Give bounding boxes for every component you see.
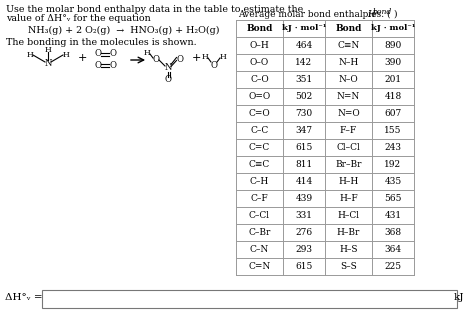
Text: +: + [77, 53, 87, 63]
Text: 418: 418 [384, 92, 401, 101]
Text: O: O [153, 54, 159, 64]
Text: 368: 368 [384, 228, 401, 237]
Text: 565: 565 [384, 194, 402, 203]
Text: H: H [219, 53, 227, 61]
Text: 347: 347 [295, 126, 312, 135]
Text: N–H: N–H [338, 58, 359, 67]
Text: 890: 890 [384, 41, 401, 50]
Text: C≡N: C≡N [337, 41, 360, 50]
Text: O=O: O=O [248, 92, 271, 101]
Text: 439: 439 [295, 194, 312, 203]
Text: C≡C: C≡C [249, 160, 270, 169]
Text: Bond: Bond [246, 24, 273, 33]
Text: C–C: C–C [250, 126, 269, 135]
Text: C–Br: C–Br [248, 228, 271, 237]
Text: 414: 414 [295, 177, 313, 186]
Text: H: H [144, 49, 150, 57]
Text: C=N: C=N [248, 262, 271, 271]
Text: Use the molar bond enthalpy data in the table to estimate the: Use the molar bond enthalpy data in the … [6, 5, 303, 14]
Text: kJ · mol⁻¹: kJ · mol⁻¹ [282, 24, 326, 32]
Text: H: H [201, 53, 209, 61]
Text: C=O: C=O [249, 109, 270, 118]
Text: H–Br: H–Br [337, 228, 360, 237]
Text: Br–Br: Br–Br [335, 160, 362, 169]
Text: 615: 615 [295, 143, 313, 152]
Text: 730: 730 [295, 109, 312, 118]
Text: H: H [63, 51, 69, 59]
Text: C–F: C–F [251, 194, 268, 203]
Text: value of ΔH°ᵥ for the equation: value of ΔH°ᵥ for the equation [6, 14, 151, 23]
Text: O–H: O–H [250, 41, 269, 50]
Text: 192: 192 [384, 160, 401, 169]
Text: C–N: C–N [250, 245, 269, 254]
Text: N=N: N=N [337, 92, 360, 101]
Text: H: H [27, 51, 34, 59]
Text: 201: 201 [384, 75, 401, 84]
Text: 607: 607 [384, 109, 401, 118]
Text: O: O [94, 60, 101, 70]
Text: H–H: H–H [338, 177, 359, 186]
Text: kJ: kJ [454, 294, 464, 302]
Text: C–O: C–O [250, 75, 269, 84]
Text: 502: 502 [295, 92, 313, 101]
Text: 435: 435 [384, 177, 401, 186]
Text: O: O [109, 60, 117, 70]
Bar [42, 290, 457, 308]
Text: C=C: C=C [249, 143, 270, 152]
Text: O: O [109, 50, 117, 59]
Text: N: N [164, 64, 172, 73]
Text: Bond: Bond [335, 24, 362, 33]
Text: S–S: S–S [340, 262, 357, 271]
Text: N: N [44, 59, 52, 67]
Text: F–F: F–F [340, 126, 357, 135]
Text: 811: 811 [295, 160, 313, 169]
Text: NH₃(g) + 2 O₂(g)  →  HNO₃(g) + H₂O(g): NH₃(g) + 2 O₂(g) → HNO₃(g) + H₂O(g) [28, 26, 219, 35]
Text: H–F: H–F [339, 194, 358, 203]
Text: 464: 464 [295, 41, 313, 50]
Text: Average molar bond enthalpies. (: Average molar bond enthalpies. ( [238, 10, 391, 19]
Text: 243: 243 [384, 143, 401, 152]
Text: 351: 351 [295, 75, 313, 84]
Text: +: + [191, 53, 201, 63]
Text: 431: 431 [384, 211, 401, 220]
Text: O: O [176, 54, 183, 64]
Text: C–H: C–H [250, 177, 269, 186]
Text: O: O [210, 60, 218, 70]
Text: C–Cl: C–Cl [249, 211, 270, 220]
Text: N–O: N–O [338, 75, 358, 84]
Text: ): ) [393, 10, 396, 19]
Text: 225: 225 [384, 262, 401, 271]
Text: 390: 390 [384, 58, 401, 67]
Text: N=O: N=O [337, 109, 360, 118]
Text: H: H [367, 10, 375, 19]
Text: 364: 364 [384, 245, 401, 254]
Text: H–S: H–S [339, 245, 358, 254]
Text: 142: 142 [295, 58, 312, 67]
Text: 155: 155 [384, 126, 402, 135]
Text: O–O: O–O [250, 58, 269, 67]
Text: kJ · mol⁻¹: kJ · mol⁻¹ [371, 24, 415, 32]
Text: H: H [45, 46, 52, 54]
Text: O: O [164, 75, 172, 85]
Text: 331: 331 [295, 211, 312, 220]
Text: 615: 615 [295, 262, 313, 271]
Text: 276: 276 [295, 228, 312, 237]
Text: 293: 293 [295, 245, 312, 254]
Text: H–Cl: H–Cl [337, 211, 359, 220]
Text: Cl–Cl: Cl–Cl [337, 143, 360, 152]
Text: bond: bond [373, 8, 392, 16]
Text: ΔH°ᵥ =: ΔH°ᵥ = [5, 294, 43, 302]
Text: O: O [94, 50, 101, 59]
Text: The bonding in the molecules is shown.: The bonding in the molecules is shown. [6, 38, 197, 47]
